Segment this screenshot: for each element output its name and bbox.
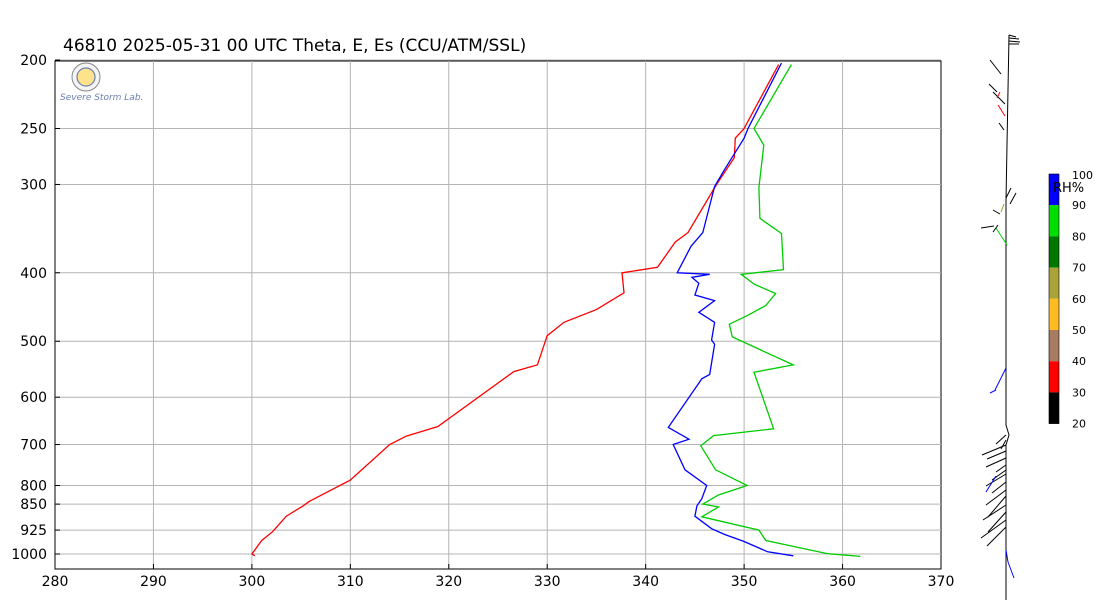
rh-color-band [1049, 392, 1059, 424]
profile-lines [250, 62, 861, 558]
wind-barb [981, 444, 1007, 456]
wind-barb [987, 495, 1007, 518]
x-tick-label: 300 [239, 574, 266, 590]
wind-barb [989, 59, 1002, 75]
wind-barb [985, 489, 1007, 506]
wind-barb [996, 91, 1001, 99]
rh-color-band [1049, 330, 1059, 362]
logo: Severe Storm Lab. [60, 62, 143, 103]
x-tick-label: 330 [534, 574, 561, 590]
x-tick-label: 360 [829, 574, 856, 590]
y-tick-label: 925 [20, 523, 47, 539]
rh-tick-label: 30 [1072, 386, 1086, 399]
wind-barb [980, 519, 1007, 539]
rh-tick-label: 90 [1072, 199, 1086, 212]
wind-barb [1008, 37, 1020, 40]
rh-tick-label: 50 [1072, 324, 1086, 337]
rh-color-band [1049, 236, 1059, 268]
wind-barb [1005, 34, 1010, 201]
y-tick-label: 300 [20, 177, 47, 193]
wind-profile [980, 34, 1021, 600]
wind-barb [1005, 549, 1009, 563]
wind-barb [995, 434, 1007, 445]
wind-barb [992, 91, 1006, 105]
y-tick-label: 800 [20, 479, 47, 495]
wind-barb [1009, 192, 1017, 205]
rh-scale-frame [1048, 173, 1060, 424]
wind-barb [989, 389, 997, 394]
y-tick-label: 600 [20, 390, 47, 406]
rh-tick-label: 80 [1072, 230, 1086, 243]
x-tick-label: 280 [42, 574, 69, 590]
wind-barb [985, 475, 997, 493]
chart-title: 46810 2025-05-31 00 UTC Theta, E, Es (CC… [63, 36, 527, 56]
wind-barb [982, 504, 1007, 521]
rh-tick-label: 20 [1072, 418, 1086, 431]
wind-mast [1005, 200, 1010, 600]
wind-barb [998, 122, 1005, 131]
x-tick-label: 370 [928, 574, 955, 590]
y-tick-label: 250 [20, 121, 47, 137]
wind-barb [987, 511, 1007, 533]
profile-line-2 [667, 62, 794, 557]
wind-barb [1000, 203, 1005, 213]
wind-barb [1008, 34, 1017, 38]
wind-barb [980, 225, 995, 229]
rh-tick-label: 70 [1072, 262, 1086, 275]
x-tick-label: 350 [731, 574, 758, 590]
wind-barb [1007, 561, 1015, 579]
wind-barb [1008, 40, 1021, 43]
x-tick-label: 310 [337, 574, 364, 590]
rh-color-band [1049, 298, 1059, 330]
wind-barb [995, 227, 1008, 246]
wind-barb [992, 209, 1001, 215]
wind-barb [988, 83, 998, 93]
profile-line-3 [699, 64, 861, 558]
y-tick-label: 850 [20, 497, 47, 513]
wind-barb [995, 464, 1007, 473]
wind-barb [1005, 187, 1012, 199]
rh-color-band [1049, 205, 1059, 237]
x-tick-label: 290 [140, 574, 167, 590]
y-tick-label: 700 [20, 438, 47, 454]
y-tick-label: 1000 [11, 547, 47, 563]
rh-tick-label: 40 [1072, 355, 1086, 368]
wind-barb [992, 224, 999, 233]
rh-tick-label: 100 [1072, 169, 1093, 182]
logo-text: Severe Storm Lab. [60, 93, 143, 103]
wind-barb [994, 367, 1007, 391]
y-tick-label: 500 [20, 334, 47, 350]
wind-barb [1000, 439, 1007, 450]
logo-emblem-icon [76, 67, 96, 87]
rh-tick-label: 60 [1072, 293, 1086, 306]
rh-color-band [1049, 174, 1059, 206]
rh-scale-label: RH% [1053, 181, 1084, 196]
wind-barb [985, 473, 1007, 487]
x-tick-label: 320 [435, 574, 462, 590]
y-tick-label: 400 [20, 266, 47, 282]
theta-axis: 280 290 300 310 320 330 340 350 360 370 [42, 564, 955, 590]
plot-frame [54, 60, 942, 570]
wind-barb [986, 526, 1007, 547]
profile-line-1 [250, 64, 780, 557]
pressure-axis: 200 250 300 400 500 600 700 800 850 925 1000 [11, 53, 60, 563]
wind-barb [991, 481, 1007, 494]
rh-color-band [1049, 267, 1059, 299]
wind-barb [997, 104, 1006, 117]
gridlines [55, 59, 941, 569]
rh-color-band [1049, 361, 1059, 393]
x-tick-label: 340 [632, 574, 659, 590]
y-tick-label: 200 [20, 53, 47, 69]
wind-barb [985, 457, 1007, 468]
wind-barb [986, 450, 1007, 460]
rh-color-scale: 100 90 80 70 60 50 40 30 20 RH% [1048, 169, 1093, 431]
